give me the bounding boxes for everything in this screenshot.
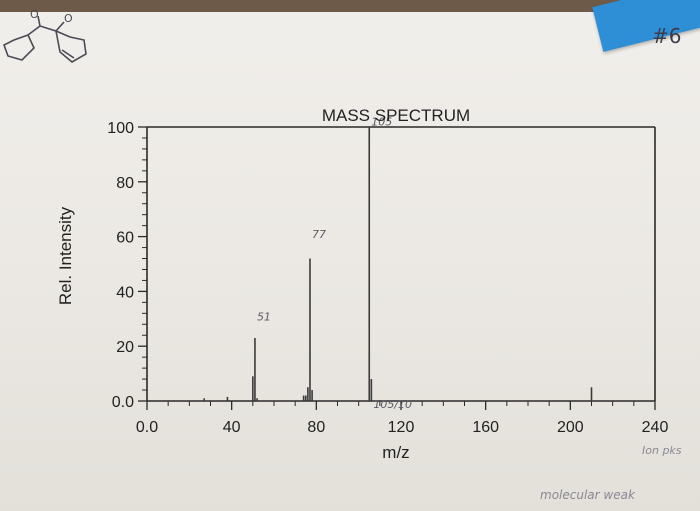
handwritten-note-bottom: molecular weak <box>540 488 635 502</box>
chart-title: MASS SPECTRUM <box>322 106 470 125</box>
peak-annotation: 77 <box>312 228 326 241</box>
y-tick-label: 80 <box>116 175 134 192</box>
oxygen-label: O <box>30 8 39 21</box>
handwritten-note-ion-peaks: Ion pks <box>642 444 682 457</box>
x-axis-label: m/z <box>382 443 409 462</box>
y-tick-label: 40 <box>116 284 134 301</box>
x-tick-label: 160 <box>472 419 499 436</box>
oxygen-label: O <box>64 12 73 25</box>
x-tick-label: 40 <box>223 419 241 436</box>
y-axis-label: Rel. Intensity <box>56 206 75 305</box>
y-tick-label: 60 <box>116 230 134 247</box>
x-tick-label: 200 <box>557 419 584 436</box>
y-tick-label: 100 <box>107 120 134 137</box>
benzil-structure-drawing: O O <box>3 8 87 63</box>
x-tick-label: 240 <box>642 419 669 436</box>
peak-annotation: 105 <box>371 116 392 129</box>
table-edge <box>0 0 700 12</box>
x-tick-label: 0.0 <box>136 419 158 436</box>
x-tick-label: 80 <box>307 419 325 436</box>
x-tick-label: 120 <box>388 419 415 436</box>
y-tick-label: 20 <box>116 339 134 356</box>
peak-annotation: 105/10 <box>373 398 412 411</box>
y-tick-label: 0.0 <box>112 394 134 411</box>
handwritten-tag: #6 <box>652 24 682 48</box>
peak-annotation: 51 <box>257 310 271 323</box>
